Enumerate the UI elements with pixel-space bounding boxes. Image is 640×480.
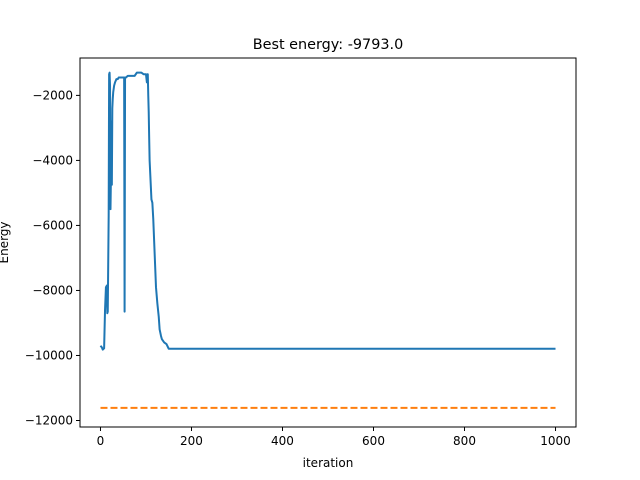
y-tick-label: −4000 — [32, 153, 73, 167]
x-tick-label: 1000 — [540, 434, 571, 448]
y-axis-label: Energy — [0, 221, 11, 263]
y-tick-label: −6000 — [32, 218, 73, 232]
x-tick-label: 200 — [180, 434, 203, 448]
x-axis-ticks: 0 200 400 600 800 1000 — [97, 427, 571, 448]
plot-frame — [79, 57, 577, 428]
x-tick-label: 400 — [271, 434, 294, 448]
x-tick-label: 600 — [362, 434, 385, 448]
series-line-0 — [99, 71, 556, 351]
series-layer — [99, 71, 556, 409]
y-axis-ticks: −12000 −10000 −8000 −6000 −4000 −2000 — [25, 88, 80, 427]
y-tick-label: −12000 — [25, 413, 73, 427]
y-tick-label: −2000 — [32, 88, 73, 102]
x-axis-label: iteration — [303, 456, 354, 470]
x-tick-label: 800 — [453, 434, 476, 448]
x-tick-label: 0 — [97, 434, 105, 448]
chart-title: Best energy: -9793.0 — [253, 37, 404, 53]
y-tick-label: −8000 — [32, 283, 73, 297]
y-tick-label: −10000 — [25, 348, 73, 362]
